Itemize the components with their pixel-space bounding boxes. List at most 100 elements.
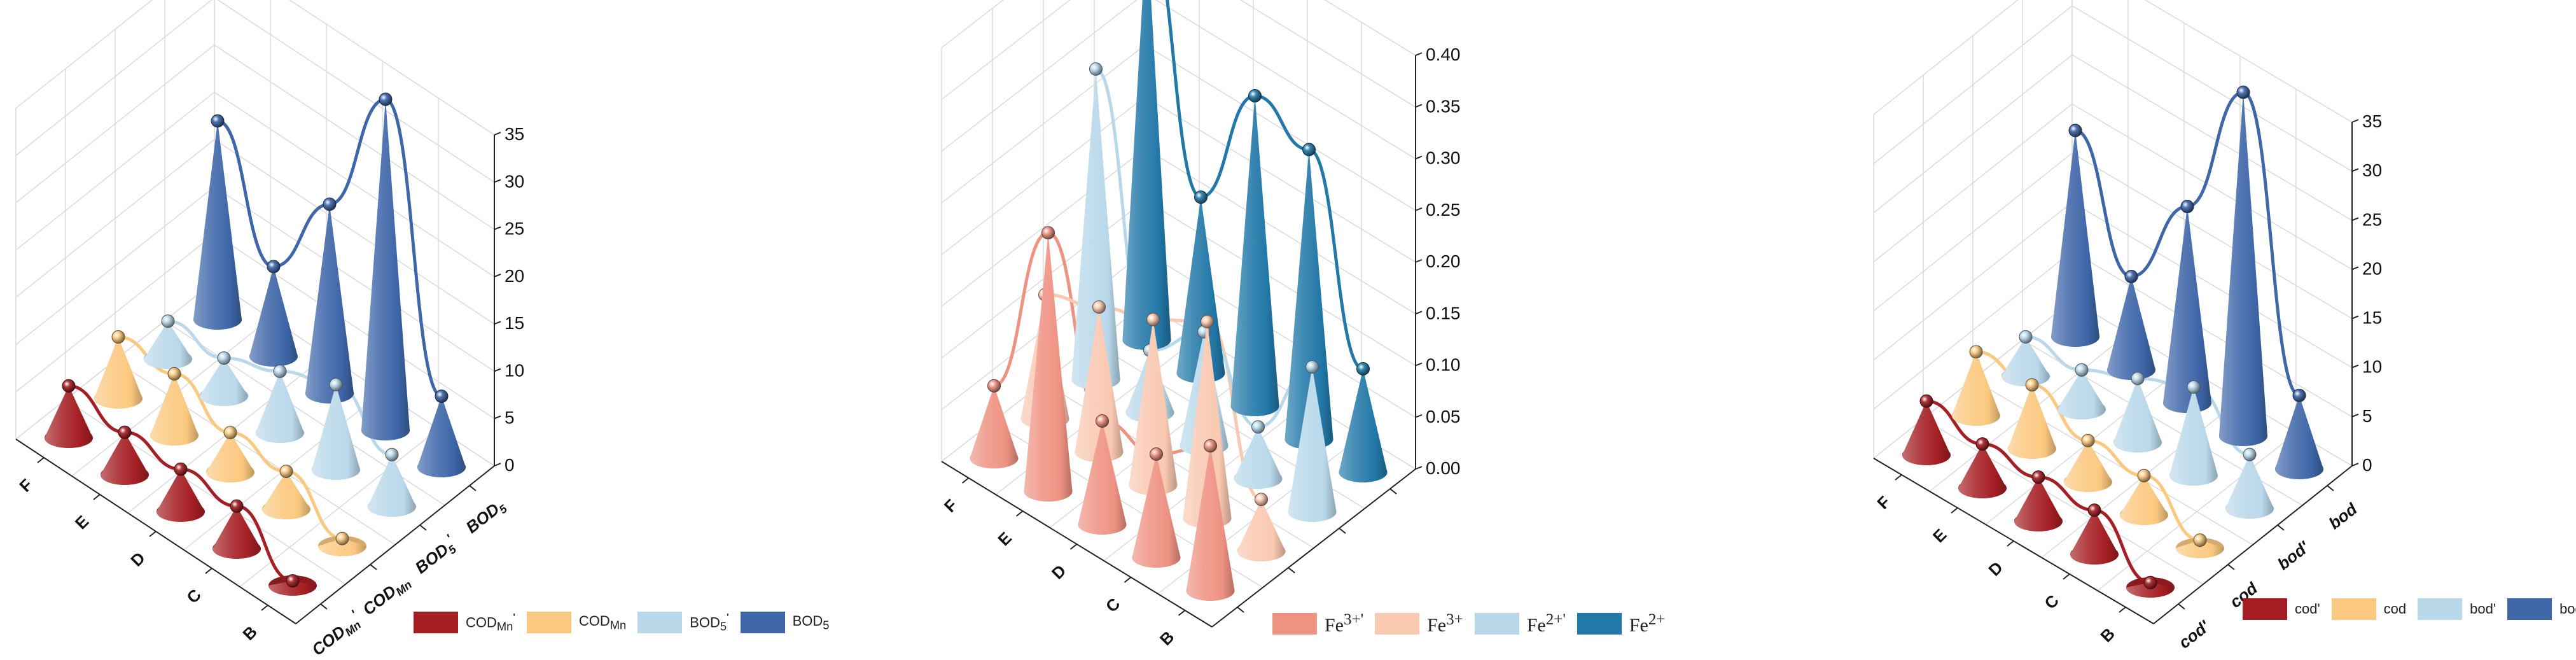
data-point (379, 92, 393, 106)
gridline (65, 399, 346, 585)
data-point (2031, 470, 2045, 484)
x-tick (2063, 573, 2070, 580)
data-point (217, 351, 231, 365)
gridline (941, 96, 1416, 263)
legend-item: BOD5 (740, 611, 830, 633)
data-point (2180, 199, 2194, 213)
legend-swatch (1375, 613, 1420, 635)
z-tick-label: 0.10 (1426, 355, 1461, 375)
x-tick-label: F (940, 495, 961, 516)
x-tick (1951, 507, 1958, 514)
data-point (1092, 300, 1106, 314)
data-point (1248, 89, 1262, 102)
cone-mark (157, 469, 205, 522)
x-tick (37, 457, 45, 463)
z-tick-label: 30 (505, 171, 524, 191)
cone-mark (1902, 401, 1951, 465)
z-tick (2351, 119, 2359, 123)
gridline (941, 0, 1416, 108)
x-tick (2007, 540, 2014, 547)
cone-mark (361, 99, 410, 440)
data-point (62, 379, 76, 393)
cone-mark (1132, 454, 1181, 568)
gridline (1873, 0, 2353, 123)
data-point (161, 314, 175, 328)
cone-mark (2107, 276, 2155, 380)
cone-mark (1288, 367, 1337, 522)
cone-mark (305, 204, 354, 404)
y-tick-label: BOD5' (410, 532, 462, 580)
data-point (1356, 362, 1370, 376)
data-point (1302, 143, 1316, 157)
x-tick (93, 494, 101, 500)
legend-item: BOD5' (637, 611, 729, 634)
cone-mark (45, 386, 93, 448)
cone-mark (200, 358, 248, 406)
series-line (216, 97, 443, 398)
x-tick (1015, 510, 1024, 517)
legend-item: bod (2507, 598, 2576, 620)
data-point (118, 425, 132, 439)
cone-mark (2120, 475, 2168, 525)
cone-mark (2275, 395, 2323, 479)
data-point (167, 367, 181, 381)
data-point (211, 114, 225, 128)
z-tick (494, 273, 501, 277)
gridline (15, 0, 495, 136)
x-tick-label: D (1048, 561, 1069, 582)
z-tick (1415, 104, 1423, 108)
z-tick (1415, 414, 1423, 418)
legend-item: bod' (2418, 598, 2496, 620)
cone-mark (2057, 370, 2106, 419)
z-tick-label: 0.30 (1426, 148, 1461, 168)
data-point (1096, 414, 1109, 428)
data-point (1305, 360, 1319, 374)
data-point (2068, 123, 2082, 137)
cone-mark (1952, 351, 2000, 426)
data-point (1919, 394, 1933, 408)
legend-chart-2: Fe3+' Fe3+ Fe2+' Fe2+ (1272, 611, 1676, 636)
data-point (2131, 372, 2145, 386)
data-point (174, 462, 188, 476)
legend-swatch (2331, 598, 2376, 620)
cone-mark (249, 266, 298, 367)
y-tick (320, 603, 328, 610)
x-tick-label: F (15, 475, 36, 495)
z-tick-label: 35 (2362, 111, 2382, 131)
z-tick-label: 35 (505, 124, 524, 144)
x-tick (2119, 607, 2126, 613)
data-point (1089, 62, 1103, 76)
data-point (1975, 437, 1989, 451)
y-tick (1339, 528, 1346, 534)
x-tick-label: E (71, 512, 92, 533)
z-tick (1415, 466, 1423, 470)
data-point (2124, 269, 2138, 283)
legend-chart-1: CODMn' CODMn BOD5' BOD5 (414, 611, 841, 634)
y-axis (2153, 465, 2353, 624)
data-point (2075, 363, 2089, 377)
x-tick (1124, 577, 1132, 583)
cone-mark (2014, 477, 2063, 531)
cone-mark (312, 384, 360, 480)
cone-mark (368, 454, 416, 517)
legend-swatch (2507, 598, 2552, 620)
cone-mark (94, 337, 143, 409)
x-tick-label: C (183, 585, 205, 607)
y-tick (2277, 524, 2285, 531)
data-point (2187, 380, 2201, 394)
x-tick-label: E (994, 528, 1015, 549)
data-point (2143, 575, 2157, 589)
cone-mark (193, 121, 242, 330)
data-point (335, 531, 349, 545)
gridline (941, 0, 1416, 56)
cone-mark (1024, 232, 1073, 502)
z-tick-label: 0.05 (1426, 407, 1461, 426)
data-point (1146, 312, 1160, 326)
z-tick-label: 20 (2362, 258, 2382, 278)
y-tick (1389, 488, 1397, 495)
data-point (2019, 330, 2033, 344)
y-tick (1237, 607, 1244, 613)
cone-mark (2008, 384, 2057, 459)
z-tick (2351, 168, 2359, 172)
data-point (273, 364, 287, 378)
